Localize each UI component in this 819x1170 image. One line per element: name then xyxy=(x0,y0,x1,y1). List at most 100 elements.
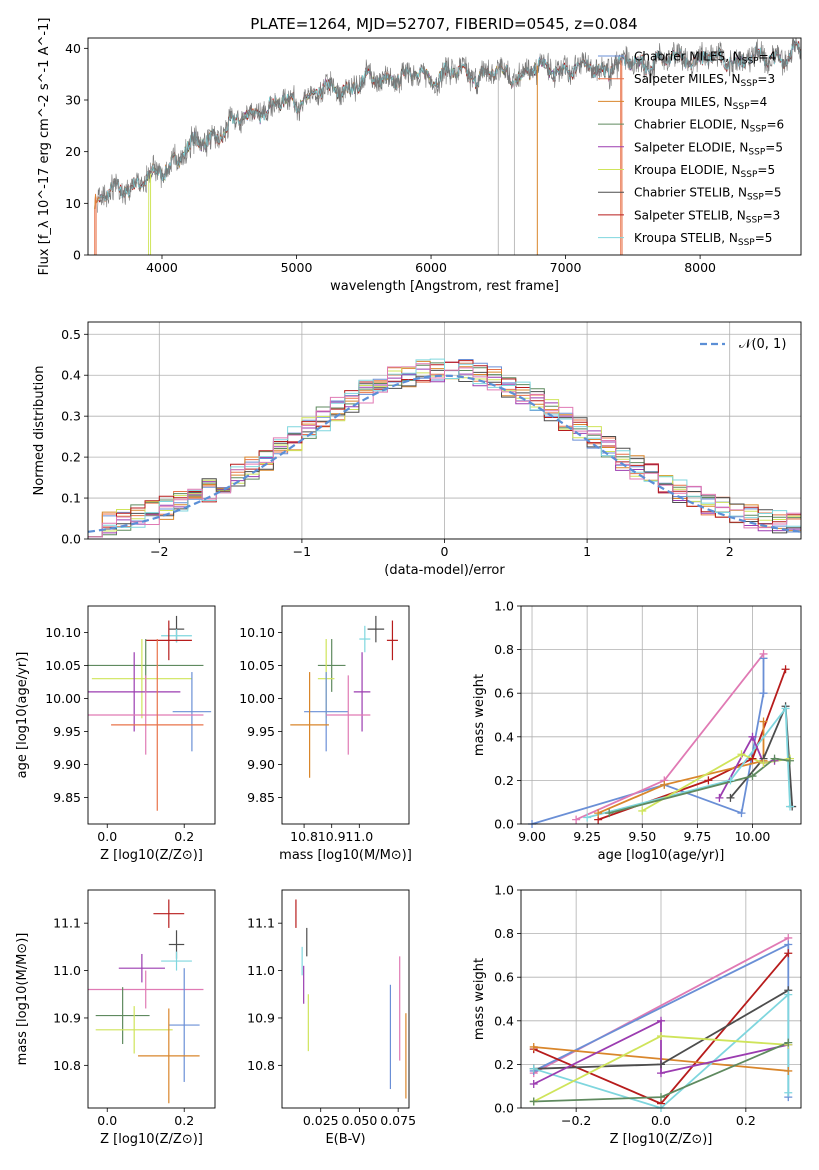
y-tick-label: 9.95 xyxy=(247,724,275,739)
x-tick-label: 0.075 xyxy=(380,1113,416,1128)
weight-marker xyxy=(784,1038,793,1047)
y-tick-label: 1.0 xyxy=(494,599,514,614)
y-axis-label: mass weight xyxy=(472,958,487,1040)
weight-marker xyxy=(605,809,614,818)
weight-marker xyxy=(657,1016,665,1025)
y-tick-label: 11.1 xyxy=(53,916,81,931)
plot-mass-vs-EBV: 0.025 0.050 0.075 10.8 10.9 11.0 11.1 E(B-V) xyxy=(247,889,416,1147)
y-tick-label: 9.95 xyxy=(53,724,81,739)
plot-age-vs-mass: 10.8 10.9 11.0 9.85 9.90 9.95 10.00 10.05 10.10 m… xyxy=(239,605,412,863)
weight-marker xyxy=(657,1093,665,1102)
weight-marker xyxy=(784,990,793,999)
x-tick-label: 0.025 xyxy=(303,1113,339,1128)
legend-entry: Chabrier MILES, NSSP=4 xyxy=(634,50,776,67)
y-tick-label: 0.8 xyxy=(494,926,514,941)
weight-marker xyxy=(737,750,746,759)
x-tick-label: 0.050 xyxy=(342,1113,378,1128)
weight-marker xyxy=(781,665,790,674)
x-tick-label: −2 xyxy=(150,544,168,559)
y-tick-label: 1.0 xyxy=(494,883,514,898)
plot-age-vs-Z: 0.0 0.2 9.85 9.90 9.95 10.00 10.05 10.10 Z [log1… xyxy=(15,605,216,863)
plot-area xyxy=(88,899,204,1104)
weight-marker xyxy=(660,780,669,789)
x-axis-label: wavelength [Angstrom, rest frame] xyxy=(330,279,559,294)
legend-entry: Salpeter ELODIE, NSSP=5 xyxy=(634,140,783,157)
weight-marker xyxy=(594,809,603,818)
axes-frame xyxy=(87,321,802,540)
plot-spectrum: 4000 5000 6000 7000 8000 0 10 20 30 40 wavelength … xyxy=(37,18,802,294)
weight-marker xyxy=(785,756,794,765)
axes-frame xyxy=(281,605,410,825)
x-axis-label: mass [log10(M/M⊙)] xyxy=(279,848,412,863)
y-tick-label: 9.85 xyxy=(247,790,275,805)
legend-entry: Kroupa MILES, NSSP=4 xyxy=(634,95,767,112)
x-tick-label: 9.25 xyxy=(573,829,601,844)
x-tick-label: 10.9 xyxy=(318,829,346,844)
y-tick-label: 10.05 xyxy=(239,658,275,673)
x-tick-label: 0.2 xyxy=(736,1113,756,1128)
y-axis-label: age [log10(age/yr)] xyxy=(15,652,30,779)
x-tick-label: 8000 xyxy=(684,260,716,275)
legend-entry: Kroupa STELIB, NSSP=5 xyxy=(634,231,772,248)
weight-marker xyxy=(737,809,746,818)
plot-area xyxy=(88,322,801,539)
weight-marker xyxy=(784,1066,793,1075)
weight-marker xyxy=(726,776,735,785)
y-tick-label: 20 xyxy=(65,144,81,159)
axes-frame xyxy=(87,37,802,256)
weight-line xyxy=(586,705,791,819)
y-tick-label: 10.10 xyxy=(45,625,81,640)
y-tick-label: 0.4 xyxy=(494,1013,514,1028)
x-tick-label: 4000 xyxy=(146,260,178,275)
histogram-step xyxy=(88,363,801,538)
x-axis-label: Z [log10(Z/Z⊙)] xyxy=(100,1132,203,1147)
y-tick-label: 0.3 xyxy=(61,409,81,424)
weight-marker xyxy=(657,1032,665,1041)
weight-marker xyxy=(770,754,779,763)
weight-marker xyxy=(638,806,647,815)
weight-marker xyxy=(529,1097,538,1106)
y-tick-label: 0.6 xyxy=(494,970,514,985)
weight-marker xyxy=(785,802,794,811)
legend-entry: Chabrier STELIB, NSSP=5 xyxy=(634,186,782,203)
weight-marker xyxy=(529,1064,538,1073)
y-tick-label: 0.4 xyxy=(494,729,514,744)
x-axis-label: Z [log10(Z/Z⊙)] xyxy=(610,1132,713,1147)
weight-marker xyxy=(572,815,581,824)
y-tick-label: 10 xyxy=(65,196,81,211)
x-tick-label: −0.2 xyxy=(561,1113,591,1128)
y-tick-label: 10.05 xyxy=(45,658,81,673)
y-tick-label: 10.8 xyxy=(247,1058,275,1073)
weight-marker xyxy=(759,758,768,767)
weight-marker xyxy=(748,754,757,763)
weight-line xyxy=(531,658,765,824)
y-axis-label: mass [log10(M/M⊙)] xyxy=(15,933,30,1066)
y-tick-label: 0.1 xyxy=(61,491,81,506)
y-tick-label: 11.0 xyxy=(53,963,81,978)
x-tick-label: 5000 xyxy=(281,260,313,275)
y-tick-label: 0.6 xyxy=(494,686,514,701)
x-tick-label: 6000 xyxy=(415,260,447,275)
weight-marker xyxy=(781,704,790,713)
y-tick-label: 9.90 xyxy=(53,757,81,772)
y-tick-label: 10.10 xyxy=(239,625,275,640)
histogram-step xyxy=(88,358,801,538)
plot-area xyxy=(295,899,407,1099)
legend-entry: Salpeter MILES, NSSP=3 xyxy=(634,72,775,89)
weight-marker xyxy=(726,793,735,802)
legend-entry: 𝒩(0, 1) xyxy=(739,337,786,352)
weight-marker xyxy=(657,1069,665,1078)
x-axis-label: E(B-V) xyxy=(325,1132,365,1147)
axes-frame xyxy=(520,889,802,1109)
weight-marker xyxy=(748,772,757,781)
weight-marker xyxy=(715,793,724,802)
x-tick-label: 9.50 xyxy=(628,829,656,844)
y-tick-label: 0.0 xyxy=(494,817,514,832)
y-axis-label: Normed distribution xyxy=(32,366,47,496)
weight-marker xyxy=(784,949,793,958)
plot-area xyxy=(290,615,398,778)
weight-marker xyxy=(748,732,757,741)
y-tick-label: 0.4 xyxy=(61,368,81,383)
weight-line xyxy=(608,757,791,814)
figure-title: PLATE=1264, MJD=52707, FIBERID=0545, z=0… xyxy=(250,15,637,33)
